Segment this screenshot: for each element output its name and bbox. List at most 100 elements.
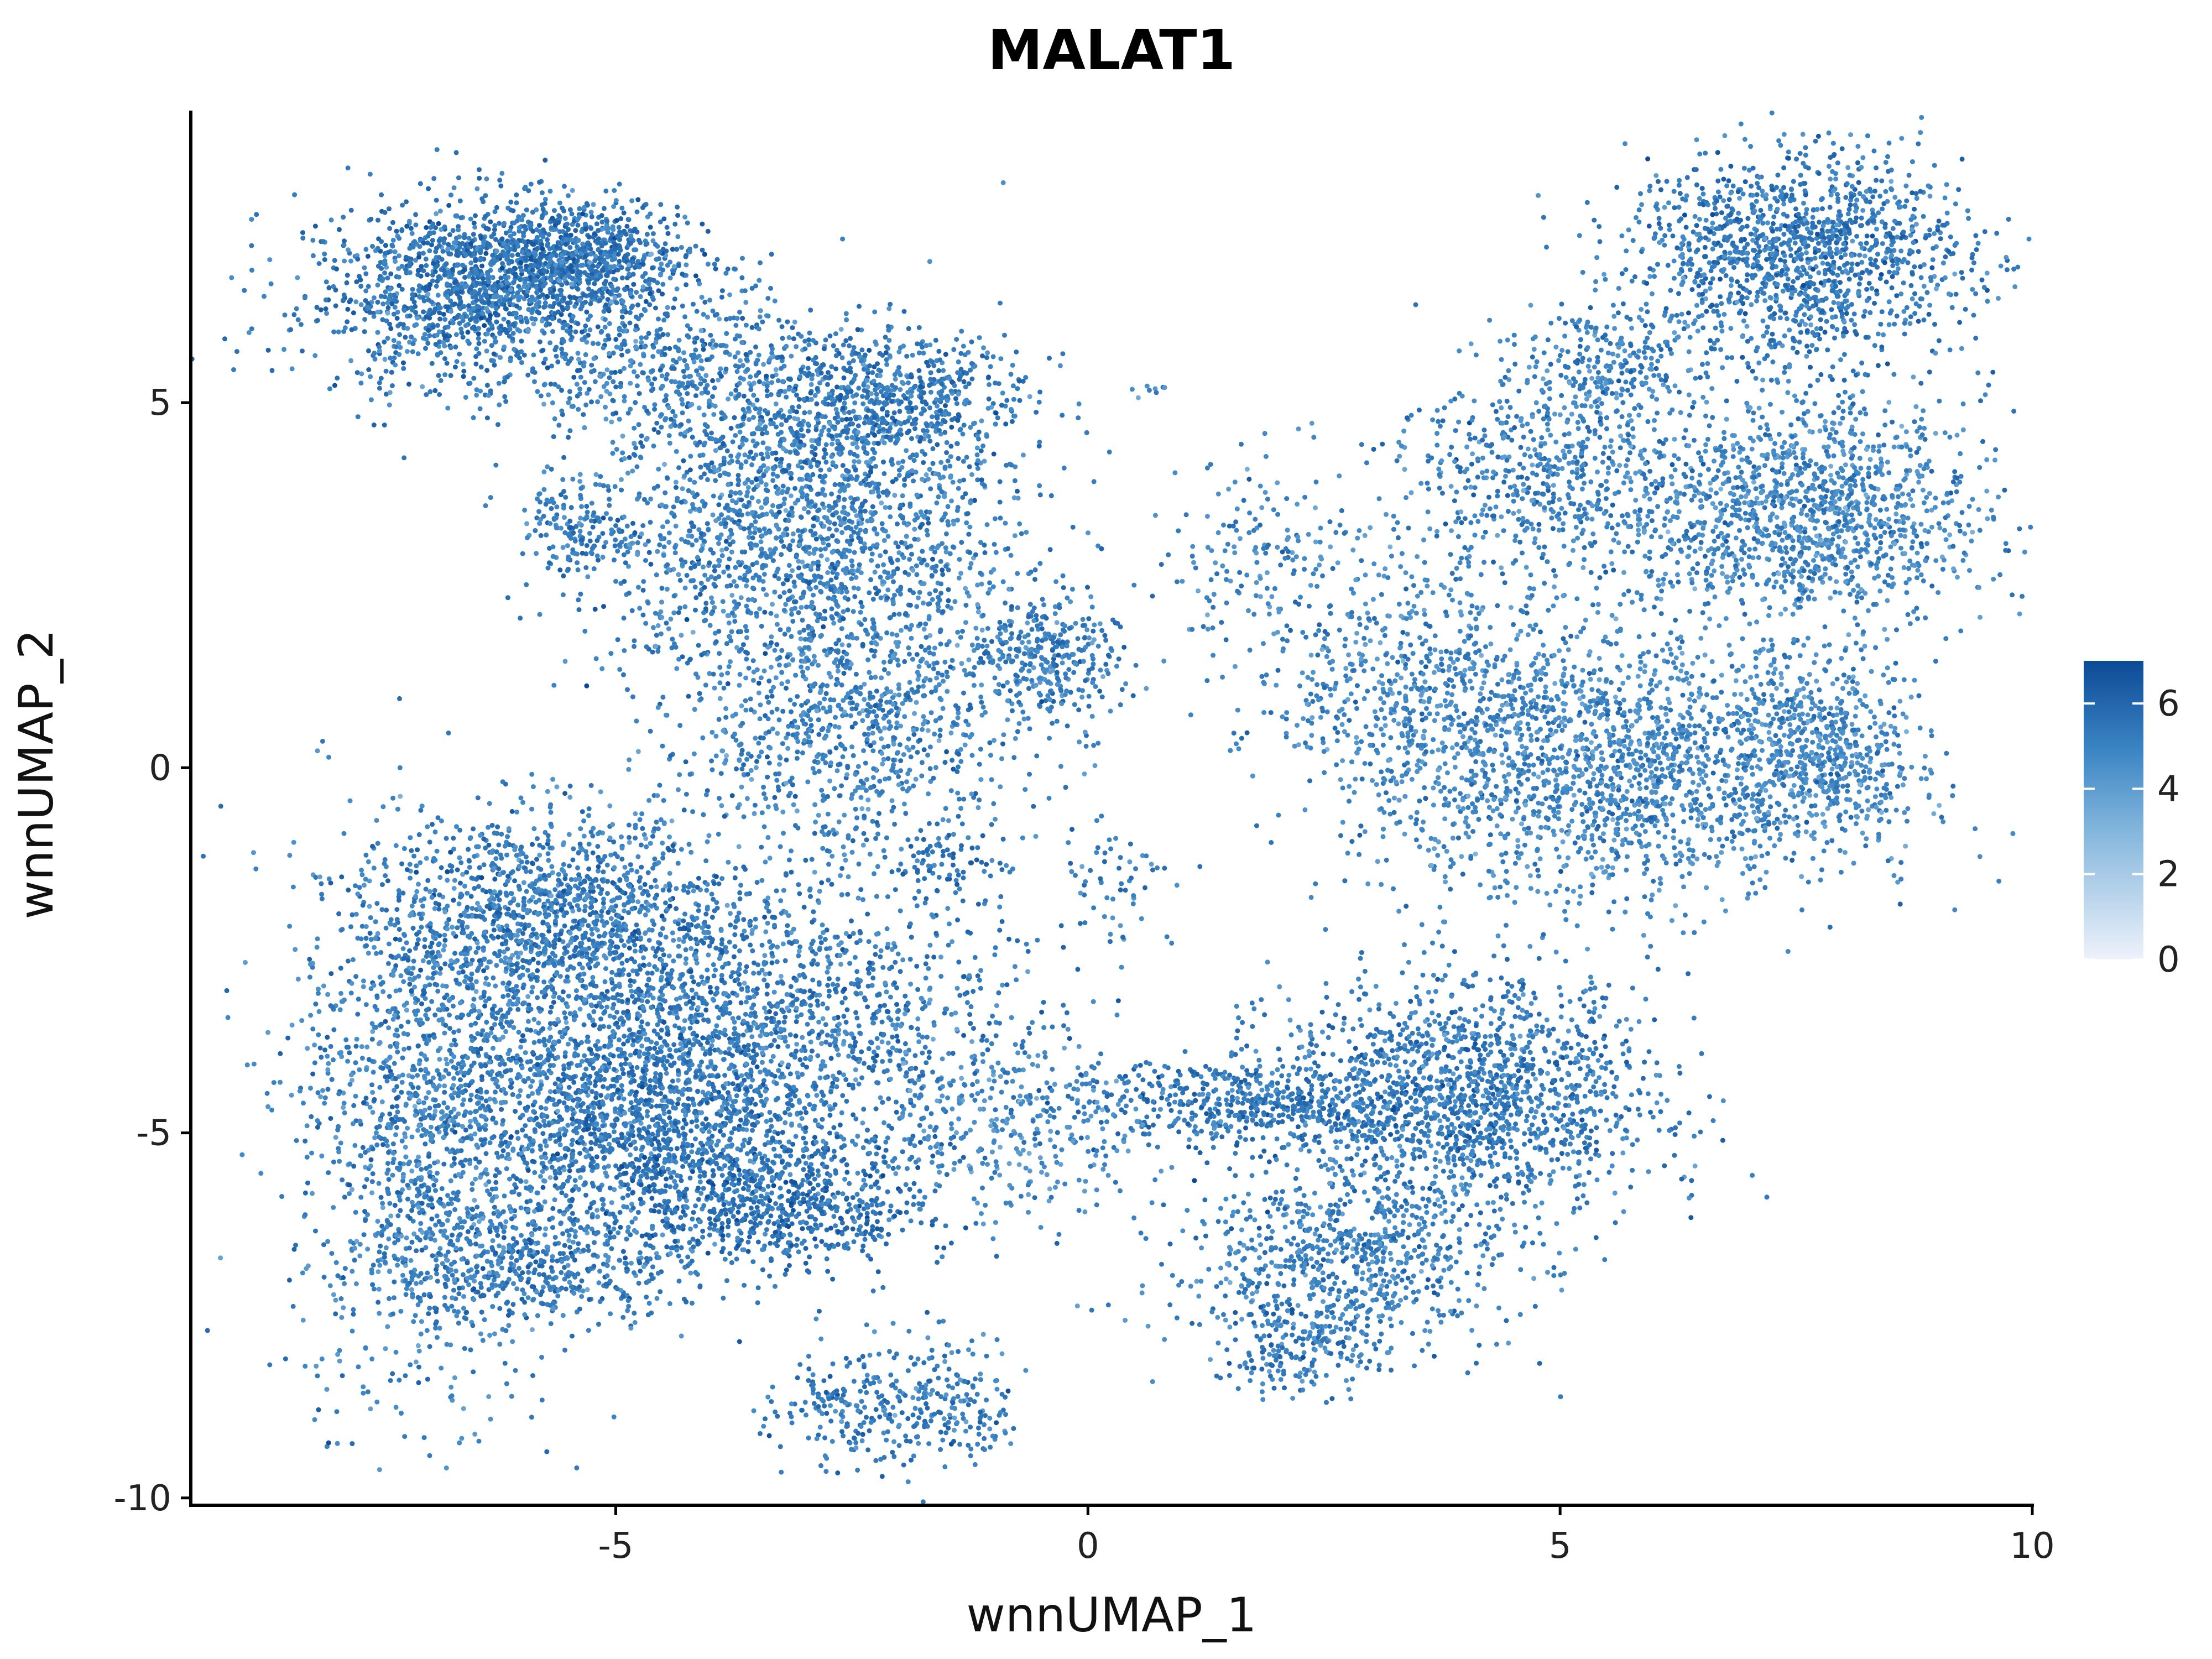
cell-point [672, 366, 677, 371]
cell-point [700, 546, 705, 551]
cell-point [409, 226, 414, 231]
cell-point [776, 504, 781, 509]
cell-point [998, 356, 1003, 361]
cell-point [341, 298, 346, 303]
cell-point [794, 555, 799, 560]
cell-point [870, 421, 875, 426]
cell-point [427, 248, 432, 253]
cell-point [787, 450, 792, 455]
cell-point [372, 351, 377, 356]
cell-point [415, 316, 420, 321]
cell-point [1134, 663, 1139, 668]
cell-point [645, 436, 650, 441]
cell-point [854, 392, 859, 397]
cell-point [322, 257, 327, 262]
cell-point [487, 242, 492, 247]
cell-point [414, 222, 419, 227]
cell-point [758, 421, 763, 426]
cell-point [930, 573, 935, 578]
cell-point [739, 498, 744, 503]
cell-point [603, 416, 608, 421]
cell-point [1037, 483, 1042, 488]
cell-point [474, 346, 479, 351]
cell-point [684, 254, 688, 259]
cell-point [909, 374, 914, 379]
cell-point [262, 294, 267, 299]
cell-point [609, 420, 614, 425]
cell-point [634, 718, 639, 723]
cell-point [641, 588, 646, 593]
cell-point [757, 379, 762, 384]
cell-point [424, 337, 429, 342]
cell-point [921, 684, 926, 689]
cell-point [726, 565, 731, 570]
cell-point [802, 339, 807, 344]
cell-point [823, 337, 828, 342]
cell-point [902, 520, 907, 525]
cell-point [615, 637, 620, 642]
cell-point [397, 332, 402, 337]
scatter-points [190, 111, 2033, 1505]
cell-point [445, 338, 450, 343]
cell-point [812, 547, 817, 552]
cell-point [902, 570, 907, 575]
cell-point [470, 326, 475, 331]
cell-point [695, 555, 700, 560]
cell-point [658, 249, 662, 254]
cell-point [603, 261, 608, 266]
cell-point [826, 428, 831, 433]
cell-point [719, 436, 724, 441]
cell-point [403, 267, 408, 272]
cell-point [751, 439, 756, 444]
cell-point [940, 567, 945, 572]
cell-point [528, 299, 533, 304]
cell-point [492, 363, 497, 368]
cell-point [595, 264, 600, 269]
cell-point [351, 310, 356, 315]
cell-point [442, 240, 447, 245]
cell-point [553, 263, 558, 268]
cell-point [502, 317, 507, 322]
cell-point [332, 383, 337, 388]
cell-point [578, 515, 583, 520]
cell-point [476, 304, 481, 309]
cell-point [743, 698, 748, 703]
cell-point [472, 252, 477, 257]
cell-point [832, 482, 837, 487]
cell-point [665, 372, 670, 377]
cell-point [768, 547, 773, 552]
cell-point [437, 238, 442, 243]
cell-point [454, 315, 459, 320]
cell-point [770, 478, 775, 483]
cell-point [462, 235, 467, 240]
cell-point [607, 351, 612, 356]
cell-point [785, 320, 790, 325]
cell-point [896, 420, 901, 425]
cell-point [969, 561, 974, 566]
cell-point [672, 296, 677, 301]
cell-point [638, 440, 643, 445]
cell-point [797, 374, 802, 379]
cell-point [635, 210, 640, 215]
cell-point [693, 608, 698, 613]
cell-point [485, 276, 490, 281]
cell-point [794, 599, 799, 604]
cell-point [958, 351, 963, 356]
cell-point [652, 402, 657, 407]
cell-point [540, 253, 545, 258]
cell-point [759, 539, 764, 544]
cell-point [622, 366, 627, 371]
cell-point [342, 293, 347, 298]
cell-point [768, 286, 773, 291]
cell-point [575, 368, 580, 373]
cell-point [779, 430, 784, 435]
cell-point [377, 348, 382, 353]
cell-point [826, 542, 831, 547]
cell-point [537, 294, 542, 299]
cell-point [741, 407, 746, 412]
cell-point [807, 484, 812, 489]
cell-point [1060, 351, 1065, 356]
cell-point [598, 274, 603, 279]
cell-point [807, 410, 812, 415]
